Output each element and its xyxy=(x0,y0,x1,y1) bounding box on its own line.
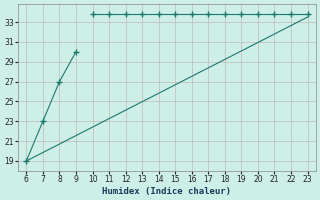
X-axis label: Humidex (Indice chaleur): Humidex (Indice chaleur) xyxy=(102,187,231,196)
